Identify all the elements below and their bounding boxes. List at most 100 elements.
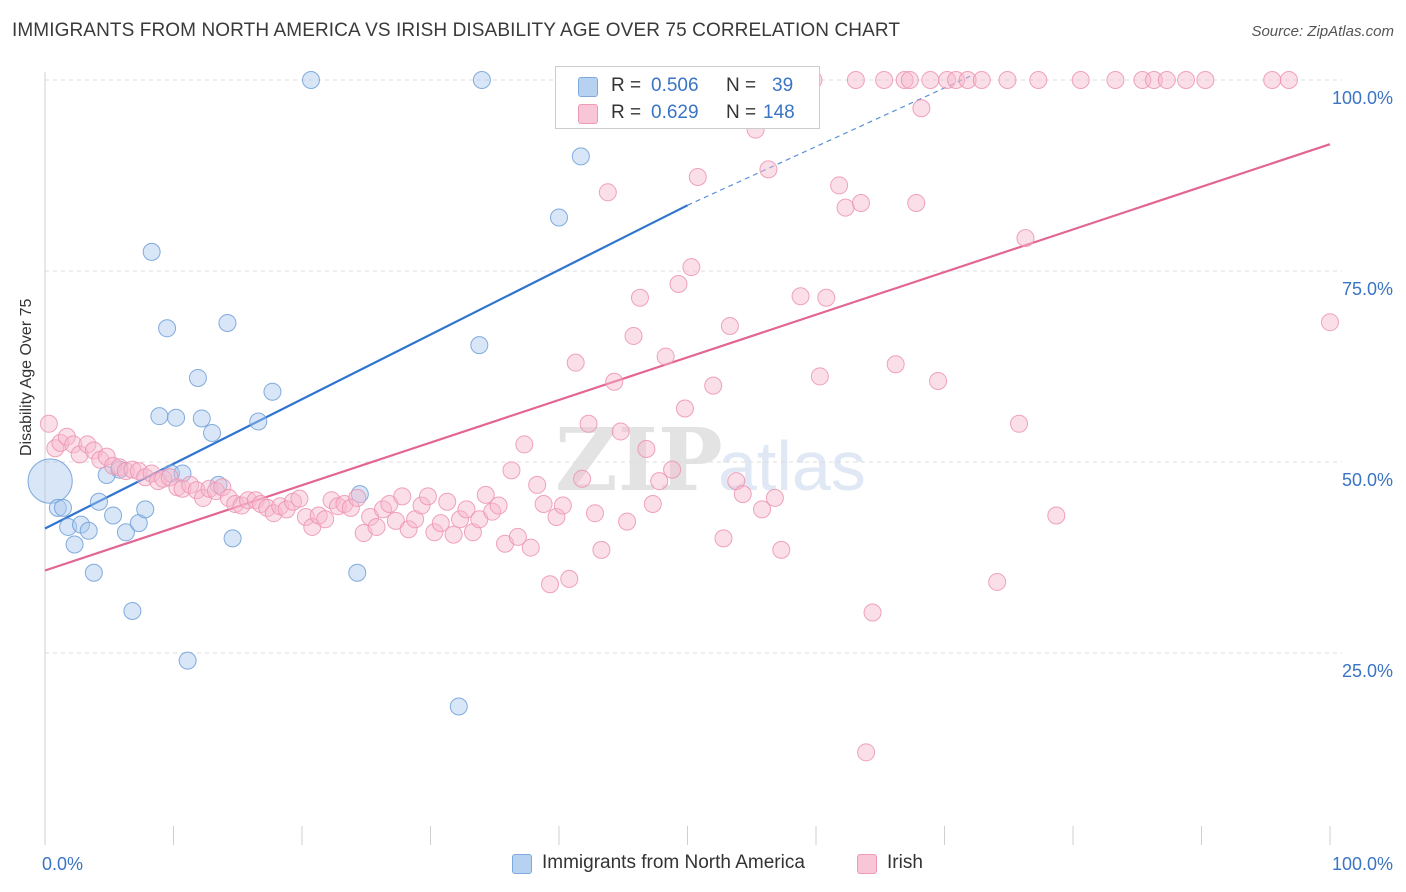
legend-label: Immigrants from North America <box>542 852 805 873</box>
point-irish <box>553 496 572 515</box>
legend-swatch-pink <box>578 104 598 124</box>
point-immigrants <box>470 336 489 355</box>
chart-title: IMMIGRANTS FROM NORTH AMERICA VS IRISH D… <box>12 20 901 41</box>
point-irish <box>425 523 444 542</box>
point-immigrants <box>123 601 142 620</box>
y-tick-label: 75.0% <box>1342 279 1393 299</box>
point-irish <box>457 500 476 519</box>
point-irish <box>851 194 870 213</box>
point-irish <box>316 510 335 529</box>
point-irish <box>277 500 296 519</box>
point-immigrants <box>167 408 186 427</box>
point-immigrants <box>472 71 491 89</box>
point-irish <box>772 540 791 559</box>
point-irish <box>1071 71 1090 89</box>
point-immigrants <box>249 412 268 431</box>
point-irish <box>669 274 688 293</box>
point-immigrants <box>84 563 103 582</box>
trend-line-irish <box>44 143 1331 572</box>
point-irish <box>444 525 463 544</box>
point-immigrants <box>136 500 155 519</box>
point-immigrants <box>89 492 108 511</box>
point-irish <box>846 71 865 89</box>
point-immigrants <box>65 535 84 554</box>
point-immigrants <box>27 458 73 504</box>
legend-r-value: 0.629 <box>651 102 699 123</box>
point-irish <box>765 488 784 507</box>
point-irish <box>727 472 746 491</box>
point-irish <box>154 469 173 488</box>
point-irish <box>451 510 470 529</box>
point-irish <box>573 469 592 488</box>
point-irish <box>1157 71 1176 89</box>
point-irish <box>830 176 849 195</box>
legend-swatch-blue <box>512 854 532 874</box>
point-irish <box>64 435 83 454</box>
point-irish <box>1047 506 1066 525</box>
point-irish <box>296 508 315 527</box>
point-immigrants <box>348 563 367 582</box>
point-irish <box>57 427 76 446</box>
x-tick-label: 0.0% <box>42 854 83 874</box>
point-irish <box>431 514 450 533</box>
point-irish <box>958 71 977 89</box>
point-immigrants <box>48 498 67 517</box>
point-irish <box>817 288 836 307</box>
point-irish <box>476 485 495 504</box>
point-irish <box>863 603 882 622</box>
point-immigrants <box>104 506 123 525</box>
point-irish <box>605 372 624 391</box>
point-irish <box>579 414 598 433</box>
point-irish <box>46 439 65 458</box>
y-tick-label: 25.0% <box>1342 661 1393 681</box>
point-irish <box>187 481 206 500</box>
legend-row-pink: R = 0.629 N = 148 <box>556 101 821 127</box>
point-irish <box>714 529 733 548</box>
point-irish <box>759 160 778 179</box>
point-irish <box>921 71 940 89</box>
y-tick-label: 50.0% <box>1342 470 1393 490</box>
legend-label: Irish <box>887 852 923 873</box>
point-irish <box>521 538 540 557</box>
point-irish <box>70 445 89 464</box>
point-immigrants <box>550 208 568 227</box>
point-irish <box>541 575 560 594</box>
point-irish <box>560 569 579 588</box>
point-immigrants <box>178 651 197 670</box>
point-irish <box>1321 313 1339 332</box>
point-irish <box>900 71 919 89</box>
point-irish <box>393 487 412 506</box>
point-irish <box>142 464 161 483</box>
point-irish <box>656 347 675 366</box>
legend-r-value: 0.506 <box>651 75 699 96</box>
legend-r-label: R = <box>611 102 642 123</box>
x-tick-label: 100.0% <box>1332 854 1393 874</box>
point-immigrants <box>449 697 468 716</box>
point-irish <box>912 99 931 118</box>
point-irish <box>1010 414 1029 433</box>
point-immigrants <box>79 521 98 540</box>
y-axis-label: Disability Age Over 75 <box>18 298 35 456</box>
point-irish <box>643 495 662 514</box>
point-irish <box>650 472 669 491</box>
point-irish <box>637 440 656 459</box>
point-irish <box>988 572 1007 591</box>
point-irish <box>116 462 135 481</box>
point-irish <box>412 496 431 515</box>
point-irish <box>418 487 437 506</box>
point-immigrants <box>192 409 211 428</box>
point-irish <box>160 468 179 487</box>
point-irish <box>386 511 405 530</box>
legend-n-value: 148 <box>763 102 795 123</box>
source-credit: Source: ZipAtlas.com <box>1251 23 1394 40</box>
point-irish <box>97 447 116 466</box>
point-immigrants <box>203 423 222 442</box>
point-irish <box>534 495 553 514</box>
point-irish <box>348 488 367 507</box>
point-irish <box>566 353 585 372</box>
legend-n-value: 39 <box>772 75 794 96</box>
point-irish <box>675 399 694 418</box>
point-immigrants <box>263 382 282 401</box>
point-immigrants <box>223 529 242 548</box>
point-immigrants <box>142 242 161 261</box>
